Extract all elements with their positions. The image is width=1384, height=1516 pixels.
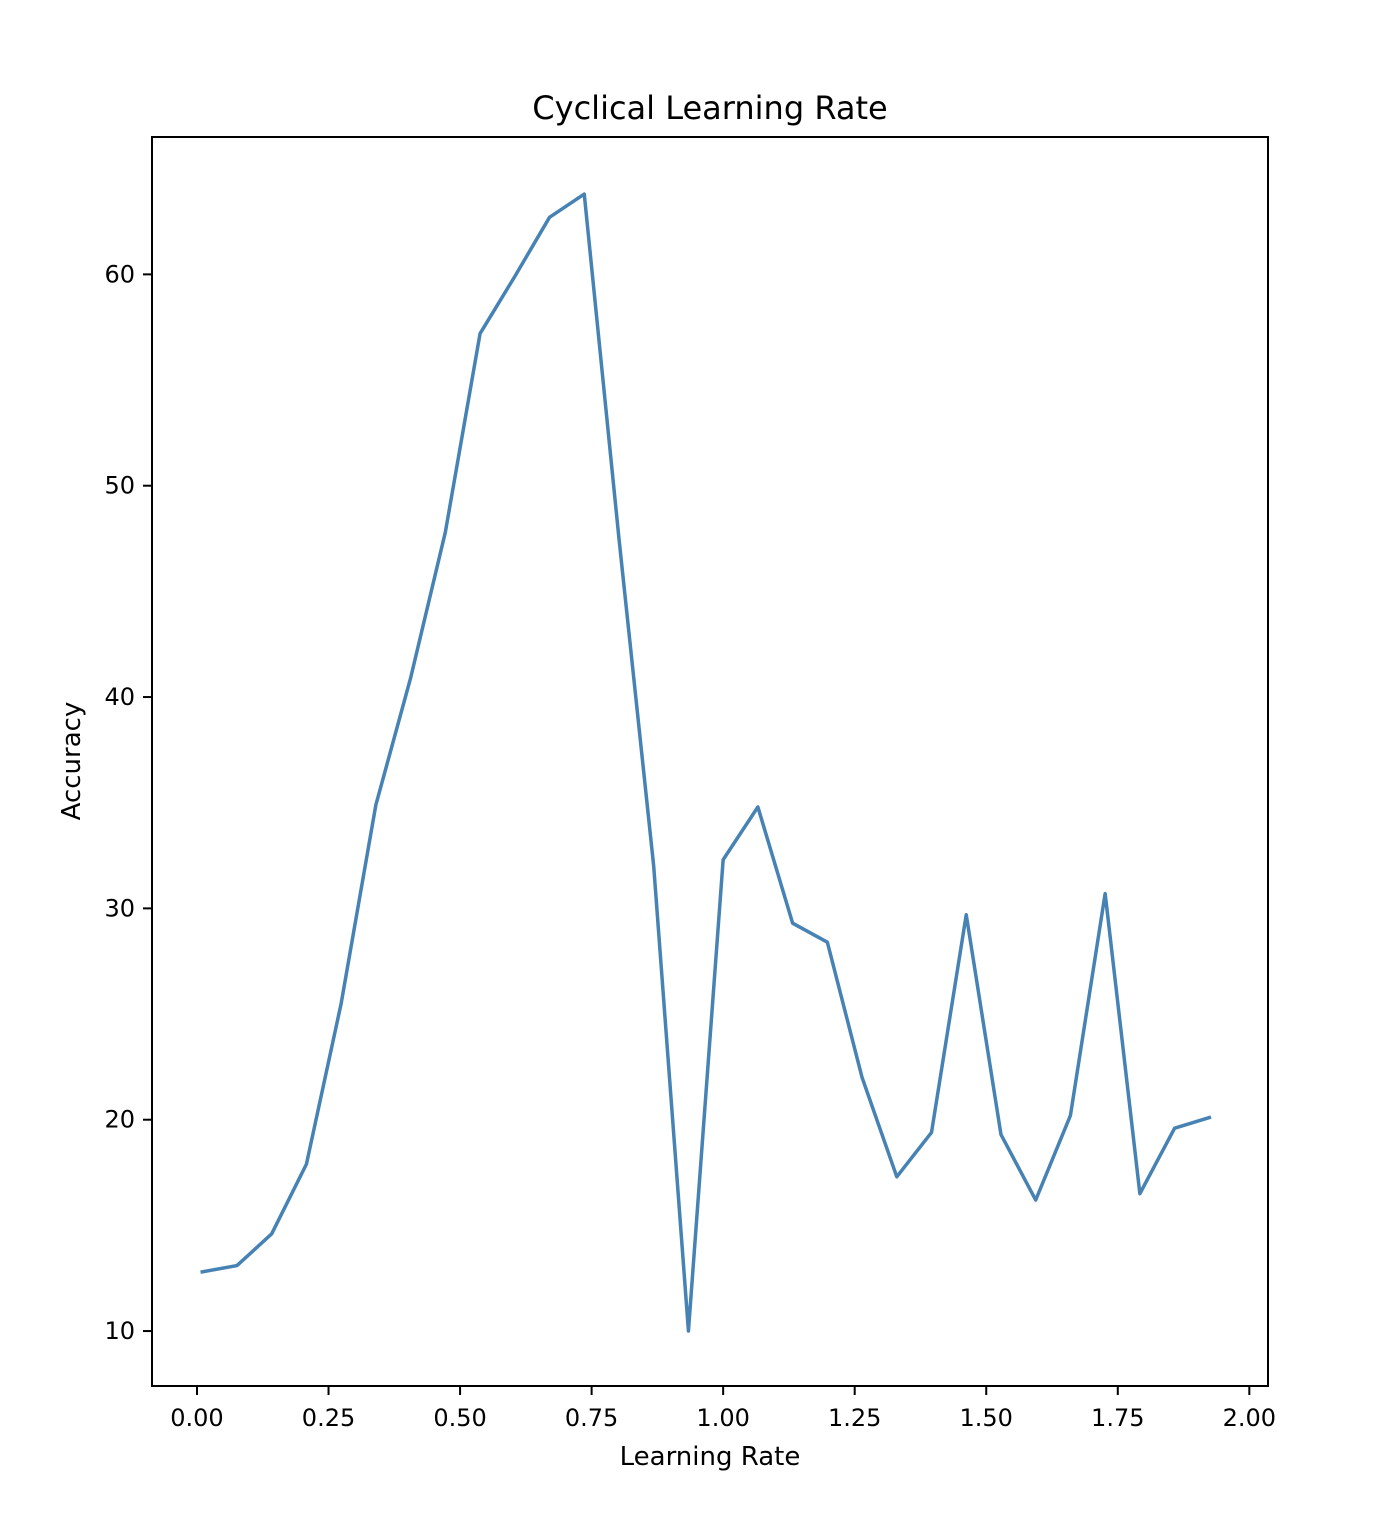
- x-tick-label: 2.00: [1223, 1404, 1276, 1432]
- x-tick-label: 0.50: [433, 1404, 486, 1432]
- x-tick-label: 0.25: [302, 1404, 355, 1432]
- y-tick-label: 20: [104, 1106, 135, 1134]
- y-tick-label: 30: [104, 894, 135, 922]
- x-tick-label: 1.00: [696, 1404, 749, 1432]
- series-group: [200, 192, 1212, 1333]
- x-tick-label: 0.00: [170, 1404, 223, 1432]
- y-tick-label: 40: [104, 683, 135, 711]
- y-axis-ticks: 10 20 30 40 50 60: [104, 260, 152, 1345]
- x-tick-label: 0.75: [565, 1404, 618, 1432]
- y-axis-label: Accuracy: [57, 702, 87, 821]
- y-tick-label: 50: [104, 472, 135, 500]
- series-line: [200, 192, 1212, 1333]
- y-tick-label: 10: [104, 1317, 135, 1345]
- chart-title: Cyclical Learning Rate: [532, 89, 887, 127]
- x-axis-label: Learning Rate: [620, 1442, 801, 1472]
- x-tick-label: 1.75: [1091, 1404, 1144, 1432]
- plot-area-frame: [151, 136, 1269, 1387]
- y-tick-label: 60: [104, 260, 135, 288]
- x-tick-label: 1.25: [828, 1404, 881, 1432]
- x-axis-ticks: 0.00 0.25 0.50 0.75 1.00 1.25 1.50 1.75 2.00: [170, 1386, 1276, 1432]
- x-tick-label: 1.50: [960, 1404, 1013, 1432]
